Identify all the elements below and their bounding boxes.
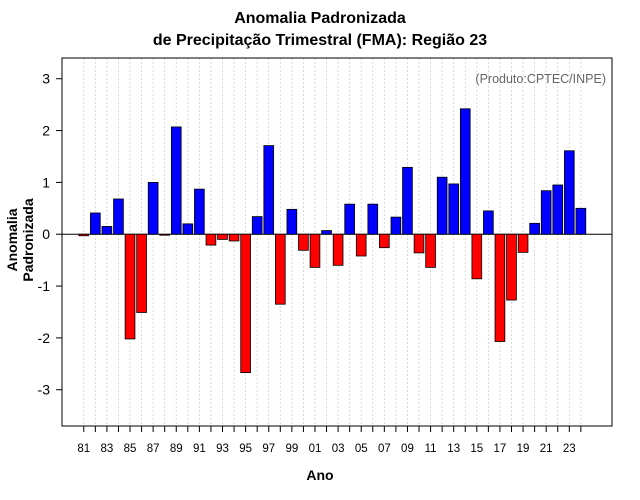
x-tick-label: 87 [147,443,160,455]
bar-06 [367,203,379,235]
bar-11 [425,233,436,268]
bar-92 [205,233,217,246]
x-tick-label: 13 [447,443,460,455]
bar-97 [263,145,275,235]
bar-91 [194,188,205,235]
x-tick-label: 11 [425,443,437,455]
bar-21 [540,190,552,235]
bar-02 [321,230,332,235]
x-tick-label: 17 [494,443,507,455]
bar-86 [136,233,147,313]
bar-14 [459,108,471,235]
bar-88 [159,233,171,236]
product-credit: (Produto:CPTEC/INPE) [475,72,606,86]
bar-96 [251,216,263,235]
bar-15 [471,233,483,280]
x-tick-label: 15 [470,443,483,455]
bar-94 [228,233,240,242]
x-tick-label: 01 [309,443,322,455]
bar-24 [575,207,587,235]
bar-89 [170,126,182,235]
y-axis: -3 -2 -1 0 1 2 3 [38,71,62,398]
x-tick-label: 85 [124,443,137,455]
x-tick-label: 21 [540,443,553,455]
x-tick-label: 19 [517,443,530,455]
x-axis-label: Ano [306,467,334,483]
x-tick-label: 89 [170,443,183,455]
chart-subtitle: de Precipitação Trimestral (FMA): Região… [152,32,488,49]
bar-series [78,108,587,374]
x-tick-label: 81 [77,443,90,455]
bar-93 [217,233,228,240]
x-tick-label: 95 [239,443,252,455]
bar-17 [494,233,506,342]
x-tick-label: 05 [355,443,368,455]
bar-13 [448,183,459,235]
bar-22 [552,184,564,235]
bar-01 [309,233,321,268]
bar-95 [240,233,251,374]
y-tick-label: 1 [42,174,50,190]
chart-title: Anomalia Padronizada [234,10,406,27]
bar-00 [298,233,309,251]
bar-81 [78,233,90,237]
bar-12 [436,176,448,235]
bar-20 [529,222,540,235]
x-tick-label: 99 [285,443,298,455]
y-tick-label: 2 [42,123,50,139]
bar-98 [274,233,286,305]
bar-16 [483,210,494,235]
x-axis: 81 83 85 87 89 91 93 95 97 99 01 03 05 07 09 11 13 15 17 19… [77,426,582,455]
bar-83 [101,226,113,235]
x-tick-label: 97 [262,443,275,455]
y-tick-label: -3 [38,382,51,398]
bar-84 [113,198,124,235]
plot-frame [61,57,613,427]
x-tick-label: 91 [193,443,206,455]
y-tick-label: 0 [42,226,50,242]
bar-82 [90,212,101,235]
bar-87 [147,181,159,235]
bar-99 [286,208,298,235]
bar-90 [182,223,194,235]
x-tick-label: 93 [216,443,229,455]
bar-04 [344,203,355,235]
x-tick-label: 09 [401,443,414,455]
bar-05 [355,233,367,257]
x-tick-label: 23 [563,443,576,455]
bar-19 [517,233,529,253]
bar-08 [390,216,402,235]
y-axis-label: Anomalia Padronizada [4,198,36,282]
bar-85 [124,233,136,340]
y-tick-label: -1 [38,278,51,294]
bar-10 [413,233,425,254]
bar-09 [402,166,413,235]
bar-07 [379,233,390,249]
y-tick-label: -2 [38,330,51,346]
bar-03 [332,233,344,266]
y-tick-label: 3 [42,71,50,87]
bar-18 [506,233,517,301]
x-tick-label: 07 [378,443,391,455]
x-tick-label: 83 [101,443,114,455]
bar-23 [564,150,575,235]
x-tick-label: 03 [332,443,345,455]
